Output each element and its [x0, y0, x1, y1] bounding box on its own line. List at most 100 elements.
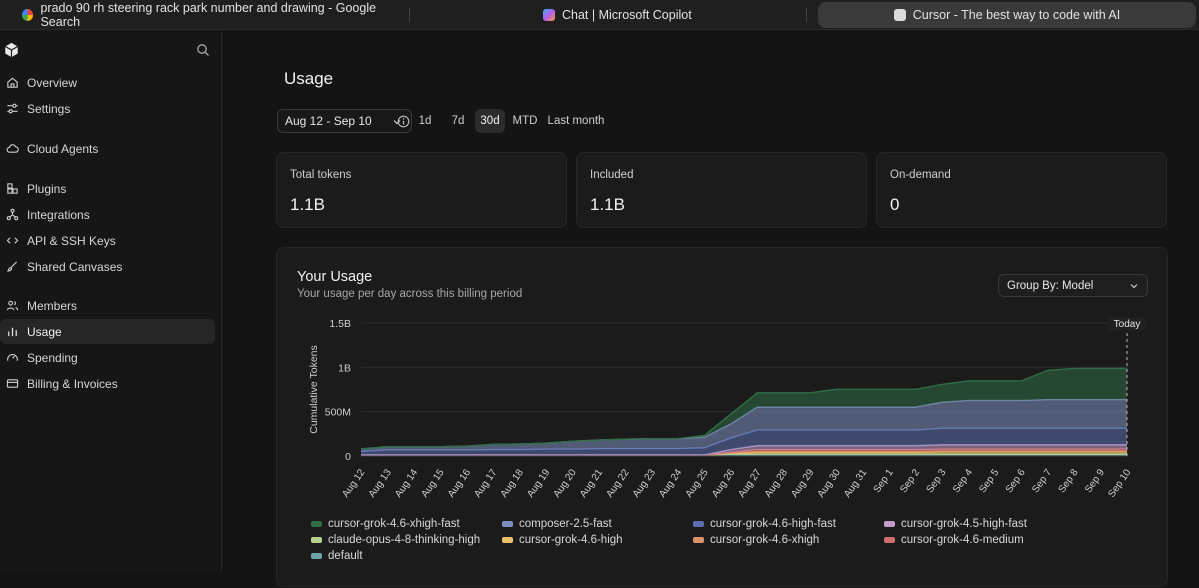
- range-last-month-button[interactable]: Last month: [547, 115, 605, 127]
- range-1d-button[interactable]: 1d: [418, 115, 432, 127]
- sidebar-item-settings[interactable]: Settings: [0, 96, 215, 121]
- cursor-logo-icon[interactable]: [4, 42, 19, 58]
- legend-swatch: [311, 553, 322, 559]
- usage-card-title: Your Usage: [297, 269, 373, 285]
- bar-chart-icon: [8, 327, 17, 337]
- legend-item[interactable]: cursor-grok-4.6-high: [502, 534, 623, 546]
- legend-swatch: [693, 521, 704, 527]
- series-area-cursor-grok-4.5-high-fast: [361, 444, 1127, 455]
- x-tick-label: Aug 28: [763, 467, 790, 500]
- legend-swatch: [502, 537, 513, 543]
- legend-swatch: [311, 537, 322, 543]
- x-tick-label: Aug 21: [578, 467, 605, 500]
- x-tick-label: Aug 14: [393, 467, 420, 500]
- x-tick-label: Sep 2: [898, 467, 922, 495]
- sidebar-item-label: Spending: [27, 350, 78, 365]
- sidebar-item-overview[interactable]: Overview: [0, 70, 215, 95]
- legend-item[interactable]: cursor-grok-4.6-xhigh-fast: [311, 518, 460, 530]
- code-icon: [6, 237, 19, 244]
- sidebar-item-label: Integrations: [27, 207, 90, 222]
- y-tick-label: 1B: [338, 362, 351, 374]
- legend-item[interactable]: claude-opus-4-8-thinking-high: [311, 534, 480, 546]
- sidebar-item-api-ssh-keys[interactable]: API & SSH Keys: [0, 228, 215, 253]
- series-line-cursor-grok-4.6-xhigh-fast: [360, 367, 1127, 450]
- legend-label: cursor-grok-4.6-high-fast: [710, 518, 836, 530]
- browser-tab-google[interactable]: prado 90 rh steering rack park number an…: [12, 1, 412, 29]
- sidebar-item-label: Billing & Invoices: [27, 376, 118, 391]
- legend-swatch: [693, 537, 704, 543]
- range-30d-button[interactable]: 30d: [475, 109, 505, 133]
- x-tick-label: Sep 8: [1057, 467, 1081, 495]
- sidebar-item-shared-canvases[interactable]: Shared Canvases: [0, 254, 215, 279]
- x-tick-label: Aug 25: [684, 467, 711, 500]
- range-mtd-button[interactable]: MTD: [512, 115, 538, 127]
- x-tick-label: Aug 29: [789, 467, 816, 500]
- legend-item[interactable]: default: [311, 550, 363, 562]
- sidebar-item-spending[interactable]: Spending: [0, 345, 215, 370]
- info-icon[interactable]: [397, 115, 410, 128]
- x-tick-label: Aug 20: [552, 467, 579, 500]
- today-marker-box: [1108, 317, 1146, 331]
- legend-swatch: [311, 521, 322, 527]
- legend-item[interactable]: cursor-grok-4.6-medium: [884, 534, 1024, 546]
- sidebar-item-label: Cloud Agents: [27, 141, 99, 156]
- x-tick-label: Aug 12: [340, 467, 367, 500]
- gauge-icon: [7, 354, 18, 361]
- series-area-cursor-grok-4.6-xhigh: [361, 450, 1127, 455]
- browser-tab-cursor[interactable]: Cursor - The best way to code with AI: [818, 1, 1196, 28]
- x-tick-label: Aug 31: [842, 467, 869, 500]
- sidebar-item-label: Plugins: [27, 181, 67, 196]
- copilot-icon: [543, 8, 555, 21]
- sidebar-item-plugins[interactable]: Plugins: [0, 176, 215, 201]
- sidebar-item-usage[interactable]: Usage: [0, 319, 215, 344]
- legend-swatch: [502, 521, 513, 527]
- stat-value: 1.1B: [590, 195, 625, 214]
- browser-tab-bar: prado 90 rh steering rack park number an…: [0, 0, 1199, 30]
- sidebar-item-label: Usage: [27, 324, 62, 339]
- stat-value: 1.1B: [290, 195, 325, 214]
- stat-card-on-demand: On-demand 0: [876, 152, 1167, 228]
- series-area-cursor-grok-4.6-high-fast: [361, 428, 1127, 455]
- group-by-select[interactable]: Group By: Model: [998, 274, 1148, 297]
- google-icon: [22, 8, 34, 21]
- usage-chart-card: 0 500M 1B 1.5B Cumulative Tokens Today Aug 12 A…: [276, 247, 1168, 587]
- x-tick-label: Aug 17: [472, 467, 499, 500]
- puzzle-icon: [7, 183, 18, 194]
- legend-item[interactable]: composer-2.5-fast: [502, 518, 612, 530]
- range-7d-button[interactable]: 7d: [451, 115, 465, 127]
- legend-label: claude-opus-4-8-thinking-high: [328, 534, 481, 546]
- stat-value: 0: [890, 195, 900, 214]
- sidebar-item-label: Shared Canvases: [27, 259, 123, 274]
- legend-item[interactable]: cursor-grok-4.6-high-fast: [693, 518, 836, 530]
- x-tick-label: Aug 13: [367, 467, 394, 500]
- stat-card-total-tokens: Total tokens 1.1B: [276, 152, 567, 228]
- stat-card-included: Included 1.1B: [576, 152, 867, 228]
- browser-tab-copilot[interactable]: Chat | Microsoft Copilot: [533, 2, 793, 28]
- sidebar-item-members[interactable]: Members: [0, 293, 215, 318]
- x-tick-label: Sep 9: [1083, 467, 1107, 495]
- tab-title: Cursor - The best way to code with AI: [912, 7, 1121, 22]
- brush-icon: [7, 261, 18, 272]
- date-range-value: Aug 12 - Sep 10: [285, 114, 372, 128]
- sidebar-item-label: API & SSH Keys: [27, 233, 116, 248]
- legend-item[interactable]: cursor-grok-4.6-xhigh: [693, 534, 819, 546]
- y-tick-label: 0: [345, 451, 351, 463]
- x-tick-label: Sep 10: [1106, 467, 1133, 500]
- legend-label: composer-2.5-fast: [519, 518, 612, 530]
- x-tick-label: Aug 22: [604, 467, 631, 500]
- x-tick-label: Sep 5: [977, 467, 1001, 495]
- sidebar-item-cloud-agents[interactable]: Cloud Agents: [0, 136, 215, 161]
- group-by-value: Group By: Model: [1007, 279, 1094, 292]
- sidebar-item-integrations[interactable]: Integrations: [0, 202, 215, 227]
- date-range-select[interactable]: Aug 12 - Sep 10: [277, 109, 412, 133]
- x-tick-label: Aug 23: [631, 467, 658, 500]
- search-icon[interactable]: [196, 43, 210, 57]
- legend-label: cursor-grok-4.6-high: [519, 534, 623, 546]
- stat-label: On-demand: [890, 169, 951, 181]
- legend-item[interactable]: cursor-grok-4.5-high-fast: [884, 518, 1027, 530]
- legend-swatch: [884, 537, 895, 543]
- x-tick-label: Sep 7: [1030, 467, 1054, 495]
- sidebar-item-billing-invoices[interactable]: Billing & Invoices: [0, 371, 215, 396]
- series-area-cursor-grok-4.6-medium: [361, 449, 1127, 455]
